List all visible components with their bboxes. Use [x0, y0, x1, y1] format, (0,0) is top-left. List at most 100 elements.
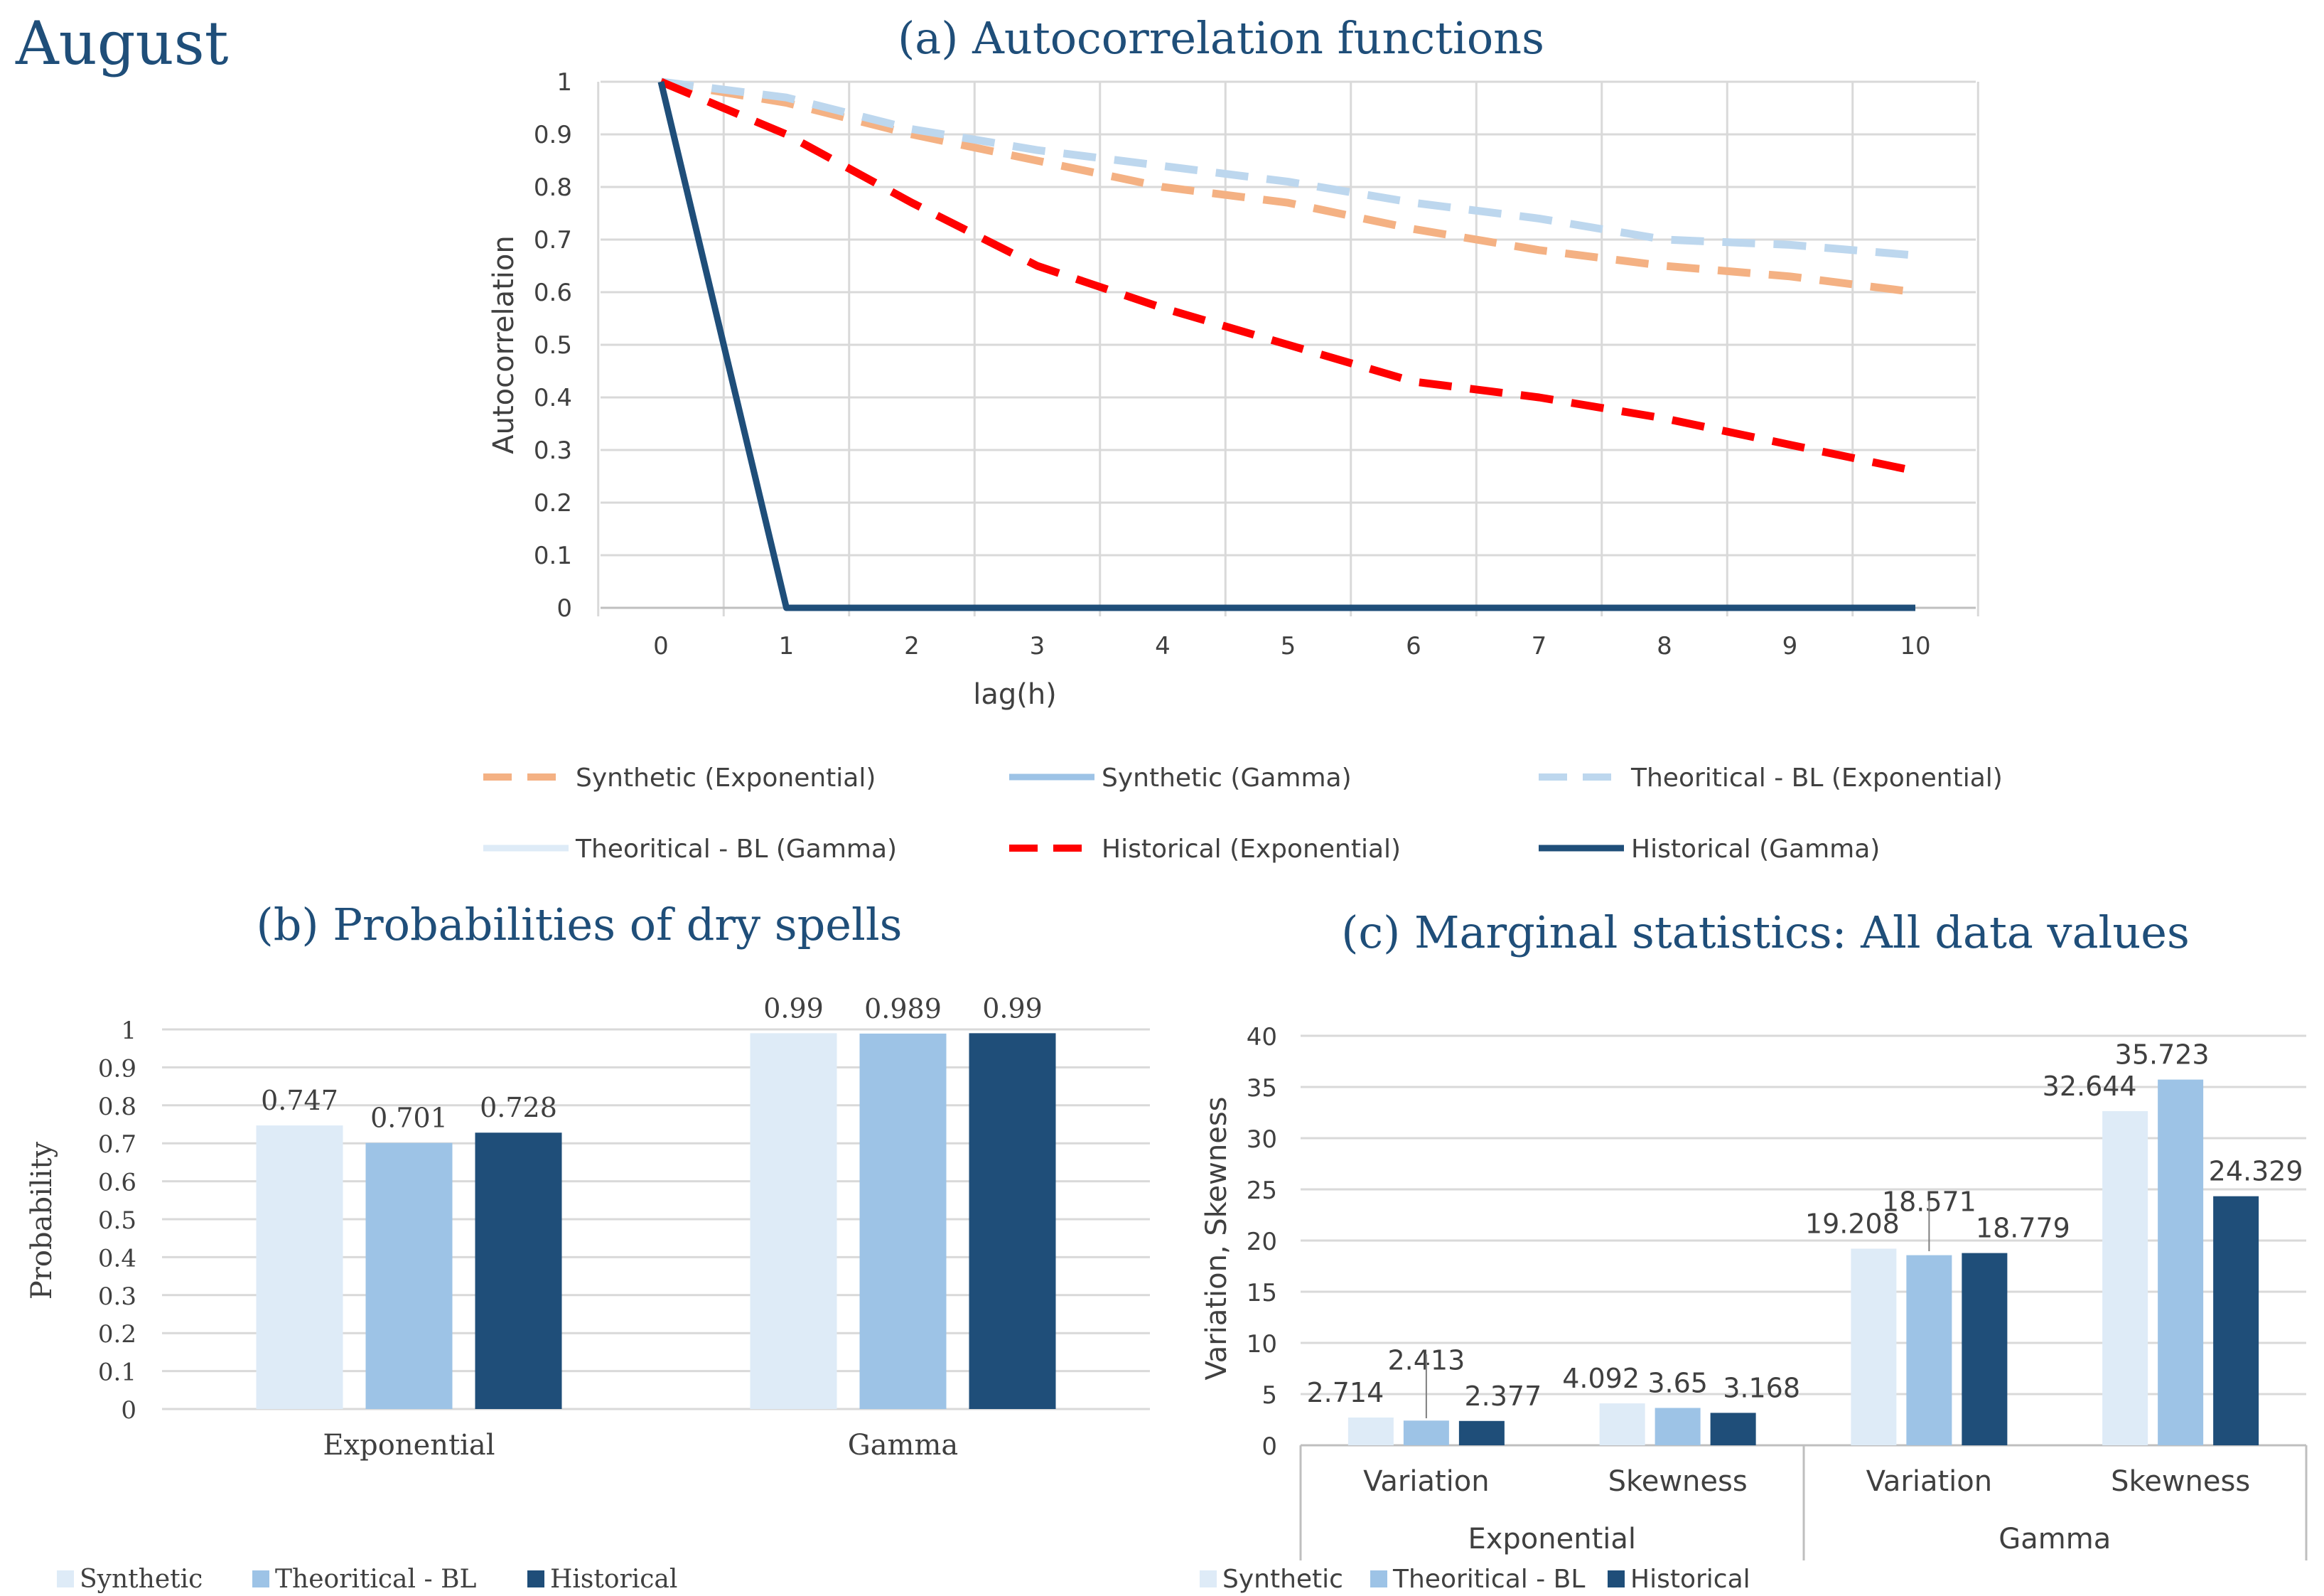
c-ytick-label: 20	[1247, 1228, 1277, 1256]
b-category-label: Gamma	[848, 1429, 959, 1462]
c-legend-swatch	[1370, 1570, 1387, 1587]
chart-a-ytick-label: 0.2	[534, 489, 572, 518]
chart-b-title: (b) Probabilities of dry spells	[257, 899, 903, 950]
chart-a-series-line-0	[660, 77, 1916, 296]
chart-b-legend: Synthetic Theoritical - BL Historical	[57, 1565, 677, 1594]
b-ytick-label: 0.3	[98, 1282, 136, 1311]
c-category-label: Variation	[1866, 1465, 1992, 1498]
b-ytick-label: 0.7	[98, 1130, 136, 1159]
b-ytick-label: 0.4	[98, 1244, 136, 1273]
chart-b-data-labels: 0.747 0.701 0.728 0.99 0.989 0.99	[261, 992, 1043, 1133]
c-category-label: Variation	[1363, 1465, 1489, 1498]
chart-c-y-ticks: 0 5 10 15 20 25 30 35 40	[1247, 1023, 1277, 1461]
chart-c-ylabel: Variation, Skewness	[1200, 1097, 1233, 1381]
chart-c-legend: Synthetic Theoritical - BL Historical	[1200, 1565, 1750, 1594]
c-data-label: 35.723	[2115, 1039, 2210, 1071]
chart-a-xtick-label: 10	[1900, 632, 1930, 660]
panel-b-dry-spells: (b) Probabilities of dry spells Probabil…	[26, 899, 1150, 1594]
b-data-label: 0.989	[864, 993, 942, 1024]
chart-a-legend-label: Historical (Gamma)	[1631, 835, 1880, 864]
b-ytick-label: 0.1	[98, 1359, 136, 1387]
b-data-label: 0.701	[370, 1103, 448, 1134]
chart-a-legend: Synthetic (Exponential) Synthetic (Gamma)…	[483, 764, 2003, 864]
c-bar-synthetic	[1347, 1417, 1394, 1445]
c-category-label: Skewness	[1608, 1465, 1748, 1498]
b-bar-synthetic	[750, 1033, 837, 1409]
chart-a-ytick-label: 0.7	[534, 226, 572, 255]
b-legend-swatch	[252, 1570, 269, 1587]
c-group-label: Exponential	[1468, 1523, 1636, 1555]
chart-c-title: (c) Marginal statistics: All data values	[1341, 906, 2190, 958]
c-bar-historical	[1710, 1413, 1756, 1445]
c-data-label: 2.714	[1306, 1377, 1384, 1408]
b-data-label: 0.99	[763, 992, 824, 1024]
chart-a-series-lines	[657, 77, 1917, 611]
c-data-label: 2.377	[1464, 1381, 1542, 1412]
b-data-label: 0.728	[480, 1092, 557, 1123]
chart-a-xtick-label: 8	[1657, 632, 1672, 660]
b-bar-historical	[969, 1033, 1056, 1409]
c-ytick-label: 5	[1261, 1381, 1277, 1410]
c-data-label: 3.65	[1647, 1367, 1708, 1398]
b-legend-swatch	[527, 1570, 544, 1587]
c-bar-synthetic	[2102, 1110, 2148, 1445]
chart-a-series-line-4	[659, 77, 1917, 475]
c-data-label: 18.779	[1976, 1213, 2070, 1244]
c-data-label: 3.168	[1723, 1372, 1800, 1403]
b-bar-theoritical-bl	[365, 1142, 453, 1409]
c-ytick-label: 40	[1247, 1023, 1277, 1051]
chart-a-xtick-label: 7	[1532, 632, 1547, 660]
chart-a-x-ticks: 0 1 2 3 4 5 6 7 8 9 10	[653, 632, 1930, 660]
c-legend-label: Historical	[1630, 1565, 1750, 1594]
c-data-label: 24.329	[2209, 1156, 2303, 1187]
c-ytick-label: 15	[1247, 1279, 1277, 1307]
b-category-label: Exponential	[323, 1429, 495, 1462]
chart-a-ytick-label: 1	[556, 68, 572, 97]
chart-c-categories: Variation Skewness Variation Skewness Expone…	[1299, 1444, 2308, 1560]
chart-a-xlabel: lag(h)	[973, 678, 1057, 711]
c-group-label: Gamma	[1998, 1523, 2111, 1555]
chart-a-legend-label: Historical (Exponential)	[1102, 835, 1401, 864]
c-ytick-label: 30	[1247, 1125, 1277, 1154]
panel-a-autocorrelation: (a) Autocorrelation functions lag(h) Aut…	[483, 12, 2003, 864]
chart-a-ytick-label: 0.4	[534, 384, 572, 412]
b-data-label: 0.99	[982, 992, 1043, 1024]
b-ytick-label: 0.2	[98, 1320, 136, 1349]
b-ytick-label: 0.5	[98, 1206, 136, 1235]
chart-c-gridlines	[1301, 1034, 2306, 1447]
chart-a-ytick-label: 0	[556, 594, 572, 623]
c-bar-theoritical-bl	[2158, 1079, 2204, 1445]
b-data-label: 0.747	[261, 1085, 338, 1116]
b-bar-historical	[475, 1132, 562, 1409]
chart-b-categories: Exponential Gamma	[323, 1429, 958, 1462]
c-bar-historical	[2213, 1196, 2259, 1445]
c-bar-synthetic	[1599, 1403, 1645, 1445]
chart-a-ytick-label: 0.9	[534, 121, 572, 149]
chart-a-ytick-label: 0.6	[534, 279, 572, 307]
month-title: August	[15, 9, 229, 78]
b-bar-theoritical-bl	[859, 1033, 947, 1409]
chart-a-xtick-label: 3	[1030, 632, 1045, 660]
c-bar-theoritical-bl	[1906, 1255, 1952, 1445]
chart-a-ylabel: Autocorrelation	[488, 235, 520, 454]
c-category-label: Skewness	[2111, 1465, 2250, 1498]
chart-a-y-ticks: 0 0.1 0.2 0.3 0.4 0.5 0.6 0.7 0.8 0.9 1	[534, 68, 572, 623]
c-data-label: 32.644	[2043, 1071, 2137, 1102]
c-bar-theoritical-bl	[1655, 1408, 1701, 1445]
chart-a-xtick-label: 9	[1782, 632, 1798, 660]
chart-b-bars	[256, 1033, 1056, 1409]
b-legend-label: Synthetic	[80, 1565, 203, 1594]
chart-a-gridlines	[597, 80, 1979, 616]
chart-a-ytick-label: 0.8	[534, 173, 572, 202]
c-ytick-label: 10	[1247, 1330, 1277, 1359]
chart-a-xtick-label: 5	[1281, 632, 1296, 660]
chart-a-ytick-label: 0.1	[534, 542, 572, 570]
c-ytick-label: 25	[1247, 1177, 1277, 1205]
c-legend-label: Synthetic	[1222, 1565, 1343, 1594]
chart-a-xtick-label: 1	[779, 632, 795, 660]
chart-a-legend-label: Synthetic (Gamma)	[1102, 764, 1352, 793]
c-legend-label: Theoritical - BL	[1392, 1565, 1585, 1594]
chart-a-legend-label: Synthetic (Exponential)	[576, 764, 876, 793]
chart-c-bars	[1347, 1079, 2259, 1445]
